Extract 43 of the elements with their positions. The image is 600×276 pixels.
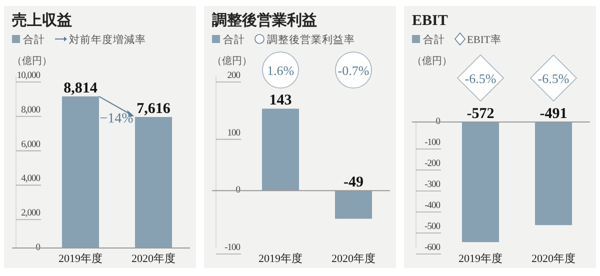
y-tick-label: 10,000	[16, 71, 41, 81]
text: −14%	[100, 111, 134, 126]
legend-label: EBIT率	[467, 33, 502, 46]
chart-title: 調整後営業利益	[212, 11, 317, 29]
y-tick-label: 100	[227, 128, 241, 138]
text: -0.7%	[338, 63, 370, 78]
y-tick-label: 4,000	[21, 174, 41, 184]
data-label: 8,814	[64, 80, 98, 96]
data-label: -49	[344, 174, 364, 191]
x-tick-label: 2019年度	[58, 252, 102, 265]
x-tick-label: 2019年度	[458, 252, 502, 265]
y-tick-label: -100	[424, 138, 441, 148]
y-tick-label: -600	[424, 243, 441, 253]
data-label: -491	[540, 106, 568, 122]
x-tick-label: 2020年度	[332, 252, 376, 265]
chart-title: 売上収益	[12, 12, 72, 29]
chart-title: EBIT	[412, 13, 448, 29]
text: 1.6%	[266, 63, 294, 78]
legend-label: 合計	[423, 33, 445, 46]
y-tick-label: -200	[424, 159, 441, 169]
y-axis-title: （億円）	[412, 55, 452, 67]
legend-label: 合計	[223, 33, 245, 46]
x-tick-label: 2019年度	[258, 252, 302, 265]
data-label: 143	[269, 92, 292, 109]
y-tick-label: 8,000	[21, 105, 41, 116]
data-label: -572	[466, 106, 494, 122]
text: -6.5%	[538, 71, 570, 86]
x-tick-label: 2020年度	[132, 252, 176, 265]
legend-label: 調整後営業利益率	[267, 33, 355, 46]
data-label: 7,616	[136, 101, 171, 118]
y-tick-label: -500	[424, 222, 441, 232]
y-axis-title: （億円）	[212, 55, 252, 67]
text: -6.5%	[464, 71, 496, 86]
y-tick-label: 6,000	[21, 140, 41, 150]
y-tick-label: -300	[424, 180, 441, 190]
y-tick-label: -100	[224, 243, 241, 253]
y-tick-label: -400	[424, 201, 441, 211]
y-axis-title: （億円）	[12, 55, 52, 67]
y-tick-label: 200	[227, 71, 241, 81]
legend-label: 対前年度増減率	[69, 33, 146, 46]
x-tick-label: 2020年度	[532, 252, 576, 265]
y-tick-label: 2,000	[21, 208, 41, 219]
legend-label: 合計	[23, 33, 45, 46]
